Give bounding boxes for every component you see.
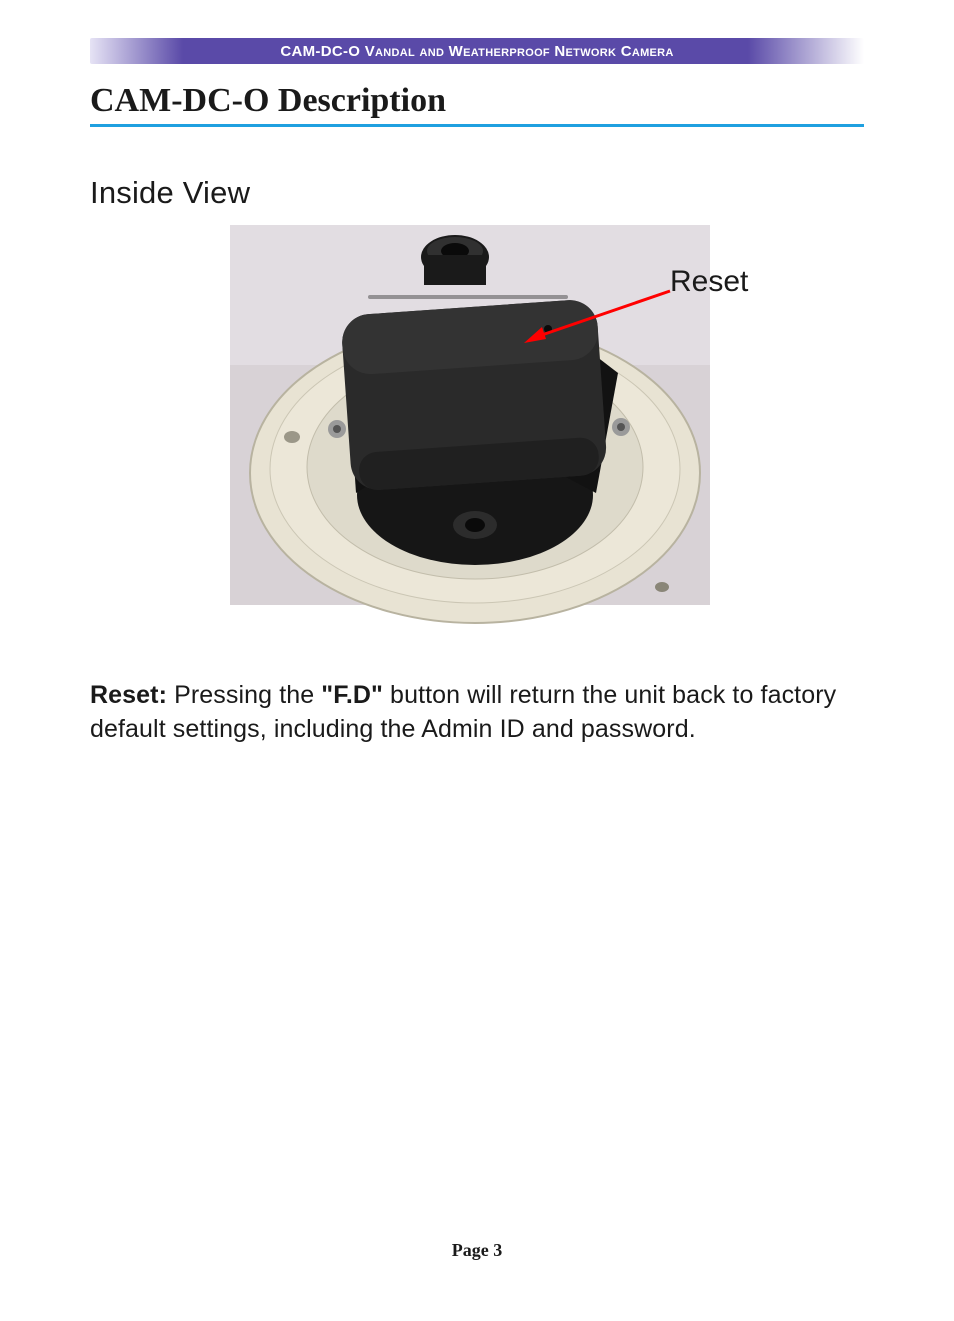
body-paragraph: Reset: Pressing the "F.D" button will re… xyxy=(90,679,864,747)
header-text: CAM-DC-O Vandal and Weatherproof Network… xyxy=(280,43,673,60)
document-header-bar: CAM-DC-O Vandal and Weatherproof Network… xyxy=(90,38,864,64)
main-heading: CAM-DC-O Description xyxy=(90,82,864,127)
camera-illustration xyxy=(230,225,710,625)
figure-inside-view: Reset xyxy=(90,225,864,625)
sub-heading: Inside View xyxy=(90,175,864,211)
body-text-1: Pressing the xyxy=(167,681,321,709)
reset-callout-label: Reset xyxy=(670,265,748,299)
fd-button-ref: "F.D" xyxy=(321,681,383,709)
reset-lead: Reset: xyxy=(90,681,167,709)
page-number: Page 3 xyxy=(0,1240,954,1261)
